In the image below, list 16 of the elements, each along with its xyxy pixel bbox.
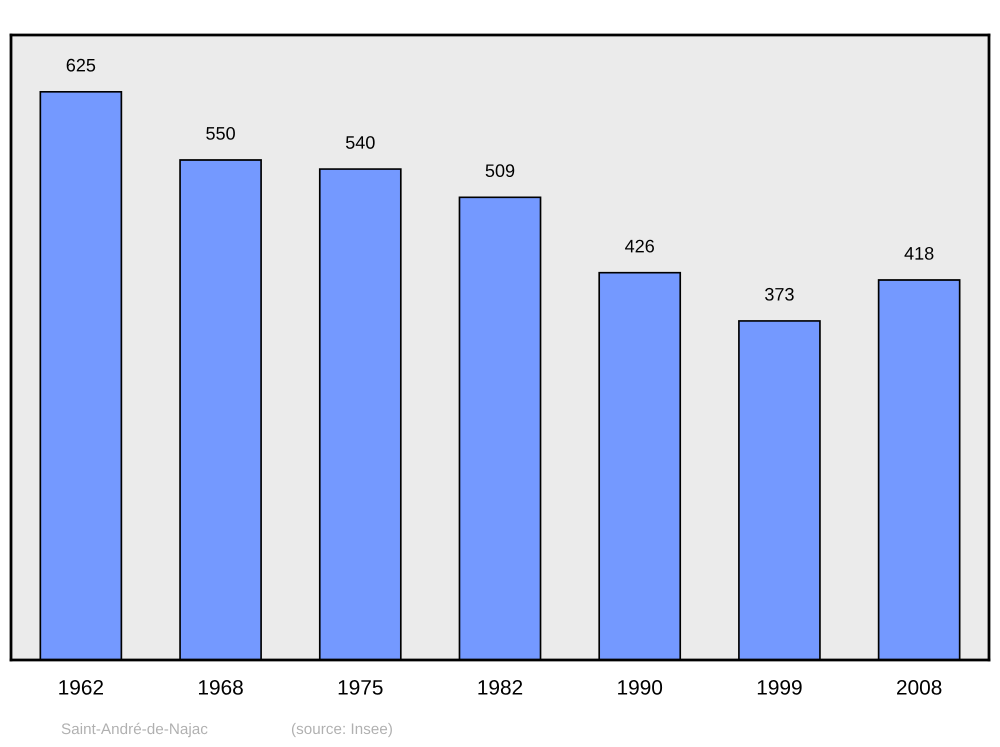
- data-label: 625: [66, 58, 96, 72]
- data-label: 373: [765, 288, 794, 301]
- x-tick-label: 1962: [59, 680, 103, 695]
- text: (source: Insee): [292, 722, 392, 738]
- data-label: 540: [346, 136, 375, 149]
- x-tick-label: 1975: [338, 680, 383, 695]
- data-label: 509: [486, 164, 514, 178]
- x-tick-label: 1999: [758, 680, 802, 695]
- x-tick-label: 1990: [618, 680, 662, 695]
- data-label: 550: [206, 126, 235, 140]
- x-tick-label: 1968: [198, 680, 243, 695]
- data-label: 418: [904, 246, 934, 260]
- x-tick-label: 1982: [478, 680, 522, 695]
- data-label: 426: [625, 240, 654, 252]
- x-tick-label: 2008: [897, 680, 942, 695]
- text: Saint-André-de-Najac: [62, 722, 208, 738]
